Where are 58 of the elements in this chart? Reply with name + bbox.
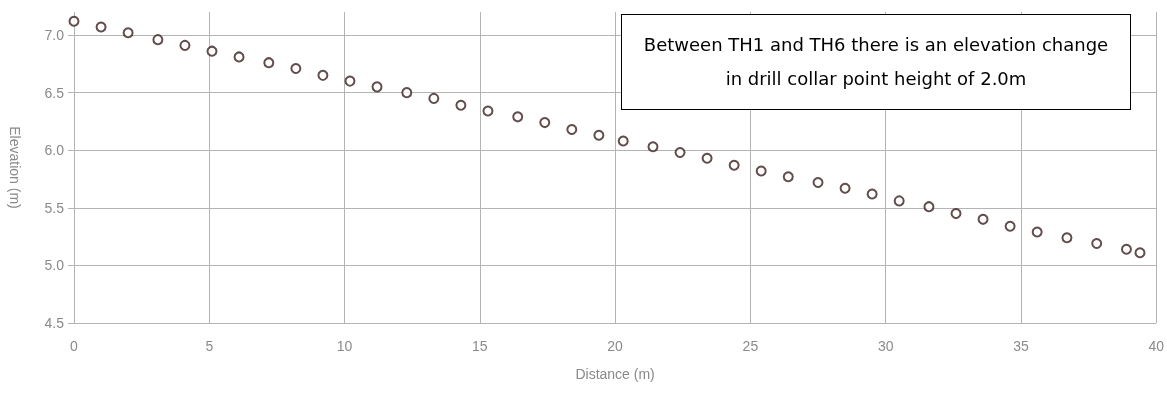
x-axis-title: Distance (m) [575,366,655,382]
y-tick-label: 6.0 [44,142,65,159]
point [152,34,164,46]
point [371,81,383,93]
point [593,129,605,141]
point [512,111,524,123]
point [701,152,713,164]
point [839,182,851,194]
point [233,51,245,63]
point [647,141,659,153]
point [755,165,767,177]
point [206,45,218,57]
point [95,21,107,33]
y-tick-label: 4.5 [44,315,65,331]
x-tick-label: 15 [472,338,488,354]
point [782,171,794,183]
point [566,123,578,135]
x-tick-label: 30 [877,338,894,354]
y-tick-label: 5.0 [44,257,65,274]
point [317,69,329,81]
point [455,99,467,111]
point [617,135,629,147]
point [428,92,440,104]
point [1134,247,1146,259]
point [728,159,740,171]
point [1061,232,1073,244]
point [812,176,824,188]
x-tick-label: 0 [70,338,79,354]
point [344,75,356,87]
point [290,62,302,74]
point [977,213,989,225]
x-tick-label: 10 [336,338,353,354]
x-tick-label: 35 [1013,338,1029,354]
point [1120,243,1132,255]
x-tick-label: 5 [205,338,214,354]
point [950,208,962,220]
point [1031,226,1043,238]
x-tick-label: 20 [607,338,624,354]
point [1091,238,1103,250]
point [482,105,494,117]
y-tick-label: 7.0 [44,27,65,44]
point [122,27,134,39]
point [539,117,551,129]
point [179,39,191,51]
y-axis-title: Elevation (m) [7,126,23,209]
x-tick-label: 25 [742,338,759,354]
point [893,195,905,207]
point [68,15,80,27]
point [263,57,275,69]
point [674,147,686,159]
annotation: Between TH1 and TH6 there is an elevation change in drill collar point height of 2.0m [621,14,1131,110]
point [1004,220,1016,232]
point [923,201,935,213]
y-tick-label: 5.5 [44,199,65,216]
point [866,188,878,200]
y-tick-label: 6.5 [44,84,65,101]
x-tick-label: 40 [1148,338,1165,354]
point [401,87,413,99]
